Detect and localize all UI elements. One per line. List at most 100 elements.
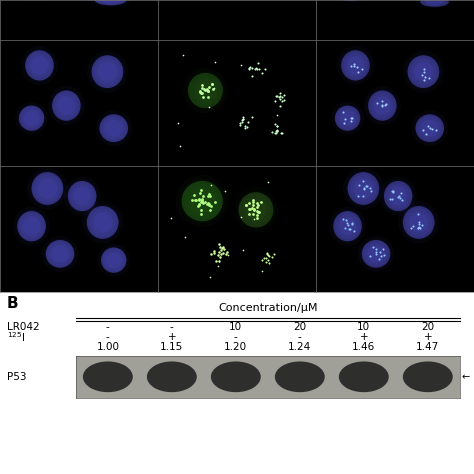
- Ellipse shape: [45, 238, 76, 269]
- Ellipse shape: [21, 108, 42, 129]
- Ellipse shape: [105, 120, 122, 137]
- Ellipse shape: [339, 110, 356, 127]
- Ellipse shape: [335, 106, 360, 131]
- Ellipse shape: [91, 55, 123, 88]
- Ellipse shape: [354, 179, 373, 198]
- Ellipse shape: [188, 73, 223, 108]
- Ellipse shape: [13, 207, 50, 246]
- Ellipse shape: [403, 206, 435, 239]
- Ellipse shape: [87, 50, 128, 93]
- Ellipse shape: [346, 171, 381, 207]
- Ellipse shape: [185, 184, 220, 218]
- Ellipse shape: [24, 110, 39, 126]
- Ellipse shape: [48, 86, 85, 125]
- Ellipse shape: [93, 0, 128, 6]
- Ellipse shape: [46, 240, 74, 268]
- Ellipse shape: [34, 174, 61, 202]
- Ellipse shape: [337, 108, 358, 129]
- Ellipse shape: [70, 183, 94, 209]
- Ellipse shape: [362, 240, 390, 268]
- Ellipse shape: [346, 55, 365, 75]
- Text: 1.15: 1.15: [160, 342, 183, 353]
- Ellipse shape: [25, 50, 54, 81]
- Ellipse shape: [31, 56, 48, 74]
- Ellipse shape: [211, 362, 261, 392]
- Ellipse shape: [403, 362, 453, 392]
- Ellipse shape: [191, 75, 220, 106]
- Ellipse shape: [409, 213, 428, 232]
- Text: -: -: [106, 322, 109, 332]
- Ellipse shape: [32, 172, 63, 205]
- Ellipse shape: [426, 0, 443, 5]
- Ellipse shape: [403, 50, 444, 93]
- Ellipse shape: [347, 172, 379, 205]
- Ellipse shape: [18, 104, 46, 132]
- Ellipse shape: [237, 191, 275, 229]
- Ellipse shape: [92, 212, 113, 233]
- Ellipse shape: [408, 55, 439, 88]
- Ellipse shape: [52, 91, 81, 121]
- Ellipse shape: [38, 179, 57, 198]
- Ellipse shape: [420, 0, 449, 7]
- Ellipse shape: [68, 181, 96, 211]
- Ellipse shape: [390, 187, 407, 205]
- Ellipse shape: [335, 0, 366, 1]
- Ellipse shape: [18, 211, 46, 241]
- Ellipse shape: [414, 62, 433, 82]
- Ellipse shape: [14, 0, 55, 1]
- Ellipse shape: [106, 253, 121, 268]
- Ellipse shape: [100, 246, 128, 274]
- Text: 1.24: 1.24: [288, 342, 311, 353]
- Ellipse shape: [332, 0, 369, 2]
- Text: -: -: [234, 332, 237, 343]
- Ellipse shape: [373, 96, 392, 115]
- Ellipse shape: [95, 0, 127, 5]
- Ellipse shape: [19, 106, 44, 131]
- Ellipse shape: [30, 171, 65, 207]
- Text: +: +: [167, 332, 176, 343]
- Text: $^{125}$I: $^{125}$I: [2, 236, 15, 252]
- Ellipse shape: [333, 211, 362, 241]
- Text: LR042: LR042: [2, 88, 12, 118]
- Ellipse shape: [101, 247, 127, 273]
- Ellipse shape: [25, 50, 54, 81]
- Text: 1.47: 1.47: [416, 342, 439, 353]
- Ellipse shape: [331, 102, 364, 135]
- Ellipse shape: [101, 117, 126, 140]
- Ellipse shape: [332, 210, 363, 243]
- Text: -: -: [298, 332, 301, 343]
- Text: +: +: [423, 332, 432, 343]
- Ellipse shape: [104, 119, 123, 137]
- Ellipse shape: [91, 55, 123, 88]
- Ellipse shape: [87, 206, 118, 239]
- Ellipse shape: [195, 80, 216, 101]
- Text: -: -: [170, 322, 173, 332]
- Ellipse shape: [42, 236, 79, 272]
- Ellipse shape: [343, 167, 384, 210]
- Ellipse shape: [389, 186, 407, 206]
- Ellipse shape: [97, 0, 124, 4]
- Ellipse shape: [341, 50, 370, 81]
- Ellipse shape: [340, 49, 371, 82]
- Ellipse shape: [98, 113, 129, 144]
- Ellipse shape: [97, 244, 130, 276]
- Ellipse shape: [413, 61, 434, 82]
- Ellipse shape: [347, 56, 364, 74]
- Ellipse shape: [374, 97, 391, 115]
- Text: P53: P53: [7, 372, 27, 382]
- Ellipse shape: [357, 236, 394, 272]
- Ellipse shape: [422, 0, 447, 6]
- Ellipse shape: [180, 179, 225, 223]
- Ellipse shape: [384, 181, 412, 211]
- Ellipse shape: [85, 204, 120, 240]
- Text: ← 53 kd: ← 53 kd: [462, 372, 474, 382]
- Ellipse shape: [16, 210, 47, 243]
- Ellipse shape: [339, 217, 356, 235]
- Ellipse shape: [23, 110, 40, 127]
- Ellipse shape: [19, 213, 44, 239]
- Ellipse shape: [339, 362, 389, 392]
- Ellipse shape: [37, 178, 58, 199]
- Ellipse shape: [93, 213, 112, 232]
- Ellipse shape: [368, 91, 397, 121]
- Ellipse shape: [100, 0, 121, 3]
